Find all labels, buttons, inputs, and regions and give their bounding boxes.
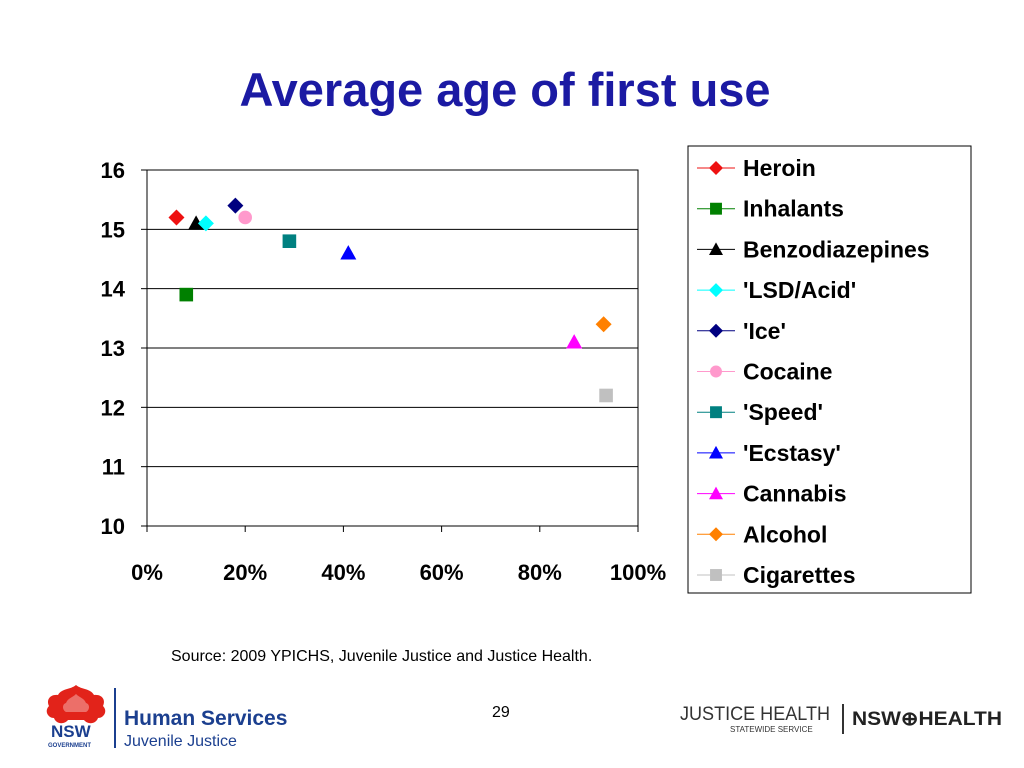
nsw-health-wordmark: NSW⊕HEALTH <box>852 709 1002 730</box>
data-point-ice <box>227 197 244 214</box>
data-point-heroin <box>168 209 185 226</box>
y-tick-label: 10 <box>101 514 125 539</box>
y-tick-label: 13 <box>101 336 125 361</box>
legend-label-alcohol: Alcohol <box>743 521 827 547</box>
legend-marker-inhalants <box>710 202 722 215</box>
government-wordmark: GOVERNMENT <box>48 743 91 749</box>
legend-label-heroin: Heroin <box>743 155 816 181</box>
data-point-speed <box>282 234 297 248</box>
legend-marker-cannabis <box>709 486 723 500</box>
data-point-cannabis <box>566 334 583 349</box>
juvenile-justice-wordmark: Juvenile Justice <box>124 733 237 750</box>
x-tick-label: 80% <box>518 560 562 585</box>
nsw-wordmark: NSW <box>51 722 92 741</box>
legend-marker-lsd-acid <box>709 283 723 298</box>
legend-marker-ice <box>709 323 723 338</box>
legend-label-speed: 'Speed' <box>743 399 823 425</box>
legend-marker-cigarettes <box>710 569 722 581</box>
justice-health-wordmark: JUSTICE HEALTH <box>680 704 830 725</box>
slide-title: Average age of first use <box>239 63 771 116</box>
x-tick-label: 100% <box>610 560 666 585</box>
legend-label-lsd-acid: 'LSD/Acid' <box>743 277 856 303</box>
data-point-inhalants <box>179 287 194 302</box>
legend-label-inhalants: Inhalants <box>743 196 844 222</box>
y-tick-label: 14 <box>101 277 126 302</box>
logo-divider <box>114 688 116 748</box>
data-point-benzodiazepines <box>188 215 205 230</box>
waratah-icon <box>46 685 106 724</box>
legend-marker-benzodiazepines <box>709 242 723 255</box>
legend-marker-heroin <box>709 161 723 175</box>
statewide-service-wordmark: STATEWIDE SERVICE <box>730 725 813 734</box>
page-number: 29 <box>492 704 510 721</box>
x-tick-label: 20% <box>223 560 267 585</box>
justice-health-nsw-health-logo: JUSTICE HEALTH STATEWIDE SERVICE NSW⊕HEA… <box>680 704 1002 734</box>
y-tick-label: 12 <box>101 395 125 420</box>
legend-marker-alcohol <box>709 527 723 542</box>
legend-label-ice: 'Ice' <box>743 318 786 344</box>
legend: Heroin Inhalants Benzodiazepines 'LSD/Acid'… <box>687 145 972 594</box>
legend-marker-cocaine <box>710 365 722 378</box>
x-tick-label: 0% <box>131 560 163 585</box>
legend-label-benzodiazepines: Benzodiazepines <box>743 236 930 262</box>
legend-marker-speed <box>710 406 722 419</box>
legend-label-cocaine: Cocaine <box>743 359 832 385</box>
x-tick-label: 40% <box>321 560 365 585</box>
human-services-wordmark: Human Services <box>124 707 287 730</box>
legend-label-cannabis: Cannabis <box>743 481 847 507</box>
data-point-cigarettes <box>599 388 613 403</box>
legend-label-cigarettes: Cigarettes <box>743 562 855 588</box>
data-point-ecstasy <box>340 245 357 260</box>
y-tick-label: 15 <box>101 217 125 242</box>
legend-label-ecstasy: 'Ecstasy' <box>743 440 841 466</box>
nsw-human-services-logo: NSW GOVERNMENT Human Services Juvenile J… <box>46 685 287 750</box>
logo-divider <box>842 704 844 734</box>
y-tick-label: 11 <box>102 455 125 480</box>
x-tick-label: 60% <box>420 560 464 585</box>
data-point-alcohol <box>595 316 612 333</box>
data-point-cocaine <box>238 210 252 225</box>
data-point-lsd-acid <box>197 215 214 232</box>
plot-area: 10 11 12 13 14 15 16 0% 20% 40% 60% 80% 100% <box>101 158 667 585</box>
legend-marker-ecstasy <box>709 445 723 459</box>
source-note: Source: 2009 YPICHS, Juvenile Justice an… <box>171 648 593 665</box>
legend-box <box>687 145 972 594</box>
y-tick-label: 16 <box>101 158 125 183</box>
